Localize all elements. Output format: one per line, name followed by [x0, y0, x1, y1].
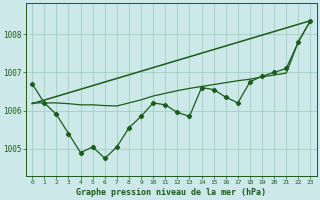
X-axis label: Graphe pression niveau de la mer (hPa): Graphe pression niveau de la mer (hPa) — [76, 188, 266, 197]
